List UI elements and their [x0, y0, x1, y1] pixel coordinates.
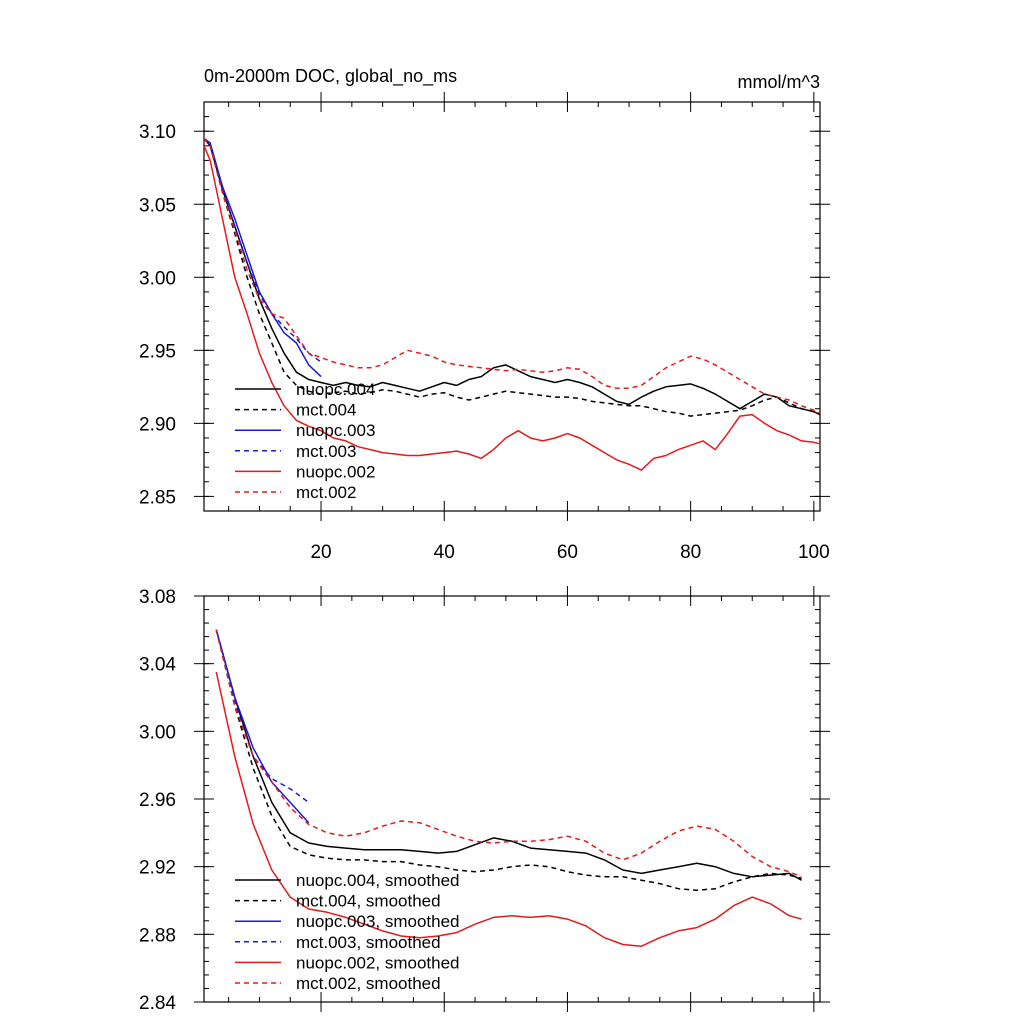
x-tick-label: 20 — [310, 542, 331, 563]
legend-label: nuopc.003, smoothed — [296, 912, 460, 931]
series-line-mct-004 — [203, 138, 821, 417]
x-tick-label: 40 — [434, 542, 455, 563]
x-tick-label: 80 — [680, 542, 701, 563]
top-panel: 0m-2000m DOC, global_no_ms mmol/m^3 20 40… — [139, 66, 830, 563]
x-tick-label: 100 — [798, 542, 830, 563]
y-tick-label: 2.84 — [139, 993, 176, 1014]
legend-label: nuopc.002, smoothed — [296, 953, 460, 972]
legend-label: nuopc.004, smoothed — [296, 871, 460, 890]
series-line-nuopc-004 — [203, 138, 821, 416]
bottom-panel: 2.84 2.88 2.92 2.96 3.00 3.04 3.08 nuopc.004, s… — [139, 586, 830, 1014]
y-tick-label: 2.85 — [139, 487, 176, 508]
series-line-nuopc-003-smoothed — [215, 629, 310, 824]
y-tick-label: 2.96 — [139, 790, 176, 811]
y-tick-label: 3.05 — [139, 195, 176, 216]
series-line-mct-003 — [203, 138, 322, 363]
y-tick-label: 2.92 — [139, 858, 176, 879]
y-tick-label: 3.00 — [139, 268, 176, 289]
y-tick-label: 2.95 — [139, 341, 176, 362]
legend-label: nuopc.004 — [296, 380, 375, 399]
series-line-mct-002-smoothed — [215, 629, 802, 878]
series-line-nuopc-003 — [203, 137, 322, 378]
x-tick-label: 60 — [557, 542, 578, 563]
legend-label: mct.004 — [296, 401, 356, 420]
legend-label: mct.002 — [296, 483, 356, 502]
series-line-nuopc-004-smoothed — [215, 629, 802, 881]
y-tick-label: 3.08 — [139, 587, 176, 608]
series-line-mct-003-smoothed — [215, 629, 310, 804]
y-tick-label: 3.00 — [139, 722, 176, 743]
legend-label: nuopc.002 — [296, 462, 375, 481]
legend-label: mct.003, smoothed — [296, 933, 441, 952]
chart-title: 0m-2000m DOC, global_no_ms — [204, 66, 457, 87]
series-line-mct-004-smoothed — [215, 629, 802, 892]
legend-label: mct.003 — [296, 442, 356, 461]
y-tick-label: 3.04 — [139, 655, 176, 676]
y-tick-label: 2.88 — [139, 925, 176, 946]
series-line-nuopc-002-smoothed — [215, 671, 802, 947]
legend-label: mct.002, smoothed — [296, 974, 441, 993]
legend-label: nuopc.003 — [296, 421, 375, 440]
series-line-mct-002 — [203, 138, 821, 414]
series-line-nuopc-002 — [203, 145, 821, 471]
legend-label: mct.004, smoothed — [296, 892, 441, 911]
y-tick-label: 3.10 — [139, 122, 176, 143]
y-tick-label: 2.90 — [139, 414, 176, 435]
units-label: mmol/m^3 — [738, 72, 820, 92]
